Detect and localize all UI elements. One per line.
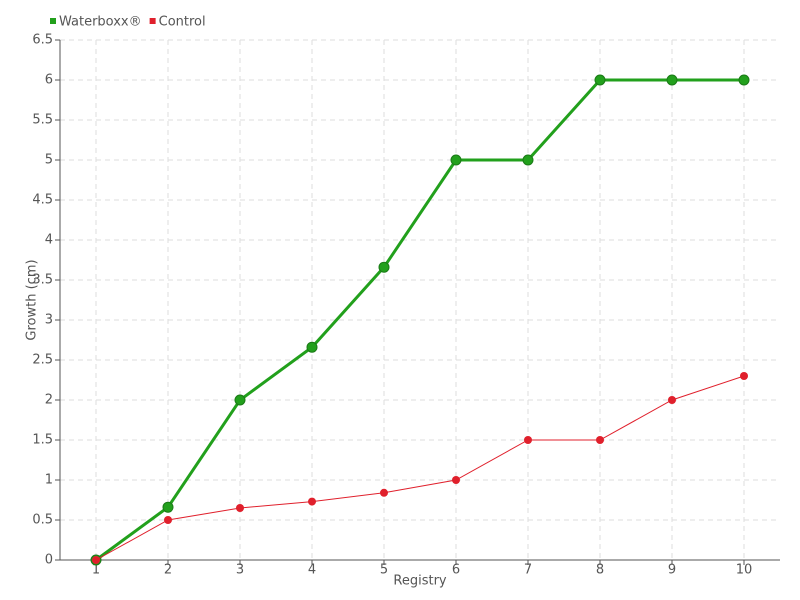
data-point [378, 261, 390, 273]
x-tick-label: 3 [236, 563, 244, 578]
y-tick-label: 1 [45, 473, 53, 488]
y-tick-label: 4 [45, 233, 53, 248]
data-point [522, 154, 534, 166]
x-tick-label: 10 [736, 563, 753, 578]
data-point [740, 372, 748, 380]
data-point [308, 497, 316, 506]
data-point [236, 504, 244, 512]
data-point [738, 74, 750, 86]
y-tick-label: 1.5 [32, 433, 53, 448]
legend-label: Waterboxx® [59, 15, 142, 30]
data-point [450, 154, 462, 166]
y-tick-label: 3.5 [32, 273, 53, 288]
data-point [306, 341, 318, 353]
x-tick-label: 5 [380, 563, 388, 578]
x-tick-label: 9 [668, 563, 676, 578]
data-point [666, 74, 678, 86]
y-axis-label: Growth (cm) [25, 259, 40, 340]
data-point [380, 488, 388, 497]
x-tick-label: 2 [164, 563, 172, 578]
x-tick-label: 8 [596, 563, 604, 578]
x-tick-label: 6 [452, 563, 460, 578]
data-point [452, 476, 460, 484]
y-tick-label: 5 [45, 153, 53, 168]
data-point [524, 436, 532, 444]
x-tick-label: 4 [308, 563, 316, 578]
x-tick-label: 1 [92, 563, 100, 578]
data-point [234, 394, 246, 406]
y-tick-label: 2 [45, 393, 53, 408]
y-tick-label: 2.5 [32, 353, 53, 368]
legend-swatch [50, 18, 56, 24]
y-tick-label: 6.5 [32, 33, 53, 48]
y-tick-label: 3 [45, 313, 53, 328]
data-point [92, 556, 100, 564]
data-point [164, 516, 172, 524]
series-line [95, 78, 744, 562]
y-tick-label: 5.5 [32, 113, 53, 128]
legend-label: Control [159, 15, 206, 30]
y-tick-label: 6 [45, 73, 53, 88]
data-point [594, 74, 606, 86]
x-axis-label: Registry [393, 574, 447, 589]
y-tick-label: 0 [45, 553, 53, 568]
data-point [162, 501, 174, 513]
data-point [596, 436, 604, 444]
x-tick-label: 7 [524, 563, 532, 578]
y-tick-label: 4.5 [32, 193, 53, 208]
legend-swatch [149, 18, 156, 24]
y-tick-label: 0.5 [32, 513, 53, 528]
series-line [95, 375, 745, 561]
data-point [668, 396, 676, 404]
